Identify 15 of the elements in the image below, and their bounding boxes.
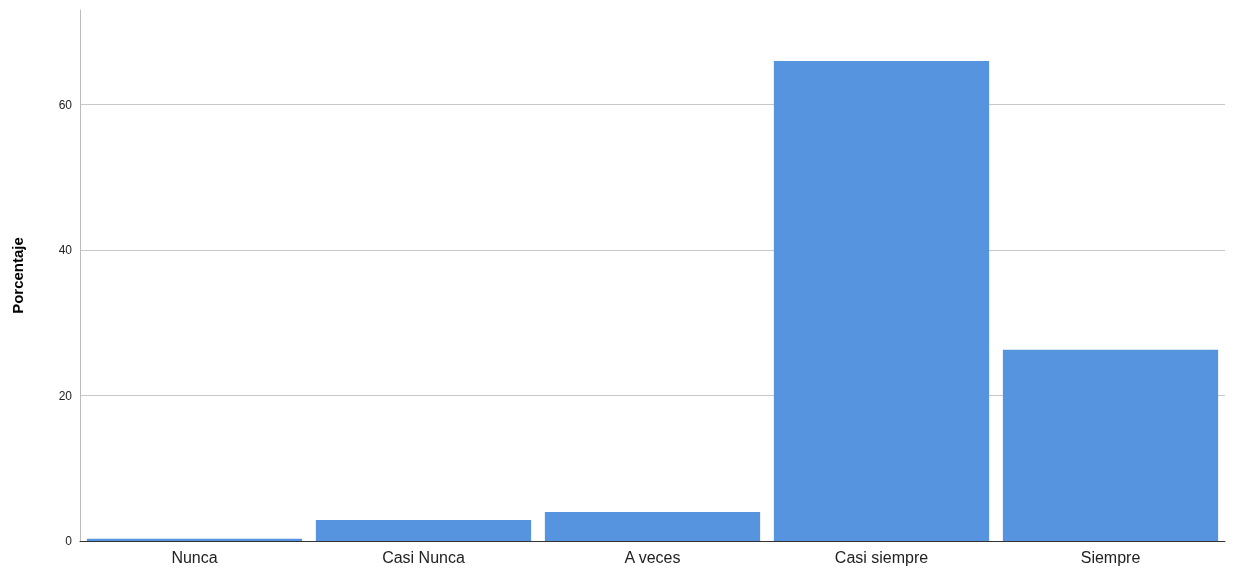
x-tick-label: Siempre [1080, 548, 1141, 566]
bar [86, 538, 303, 541]
bar [544, 511, 761, 541]
y-tick-label: 60 [58, 97, 73, 112]
bar [315, 519, 532, 541]
y-tick-label: 0 [65, 534, 73, 548]
bar [1002, 349, 1219, 541]
y-tick-label: 20 [58, 388, 73, 403]
bar [773, 60, 990, 541]
x-tick-label: Casi siempre [834, 548, 929, 566]
x-tick-label: Nunca [171, 548, 218, 566]
x-tick-label: Casi Nunca [382, 548, 465, 566]
y-tick-label: 40 [58, 243, 73, 258]
y-axis-title: Porcentaje [9, 237, 26, 314]
x-tick-label: A veces [624, 548, 681, 566]
